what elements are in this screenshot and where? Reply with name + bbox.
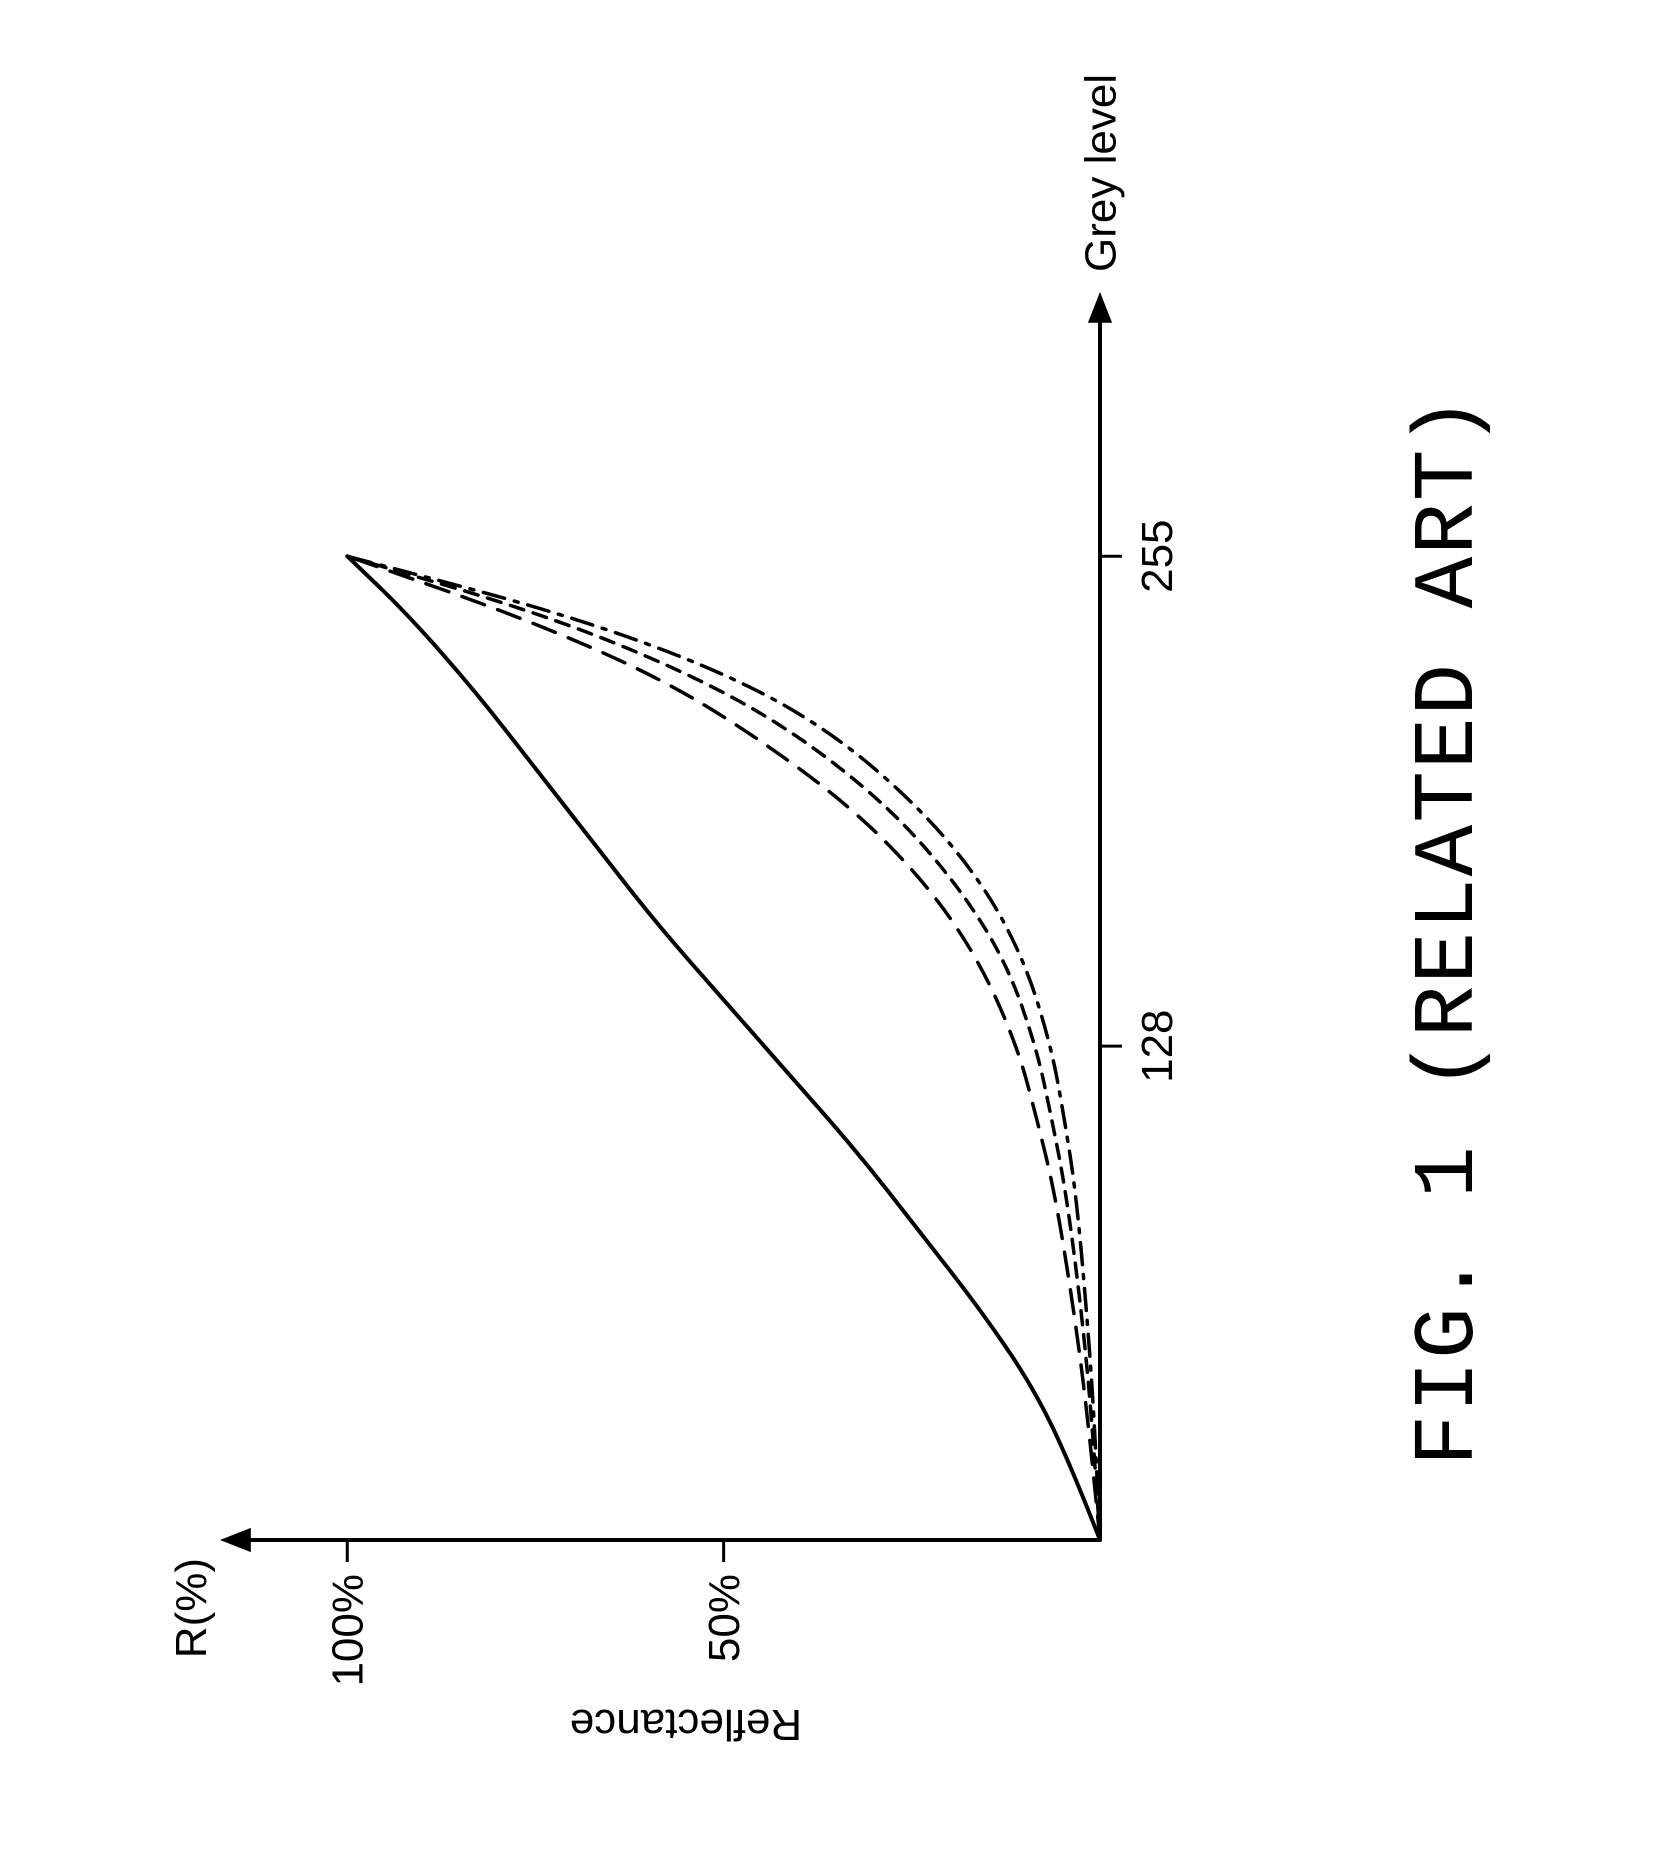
x-axis-arrowhead-icon xyxy=(1088,292,1112,323)
rotated-chart-wrapper: 12825550%100%Grey levelR(%)Reflectance F… xyxy=(0,0,1658,1860)
curve-short-dash xyxy=(347,556,1100,1540)
y-axis-title-top: R(%) xyxy=(167,1558,216,1658)
y-tick-label: 100% xyxy=(324,1574,373,1687)
x-axis-title: Grey level xyxy=(1076,74,1125,272)
y-axis-arrowhead-icon xyxy=(220,1528,251,1552)
chart-svg: 12825550%100%Grey levelR(%)Reflectance xyxy=(200,240,1100,1540)
curve-solid xyxy=(347,556,1100,1540)
chart-plot-area: 12825550%100%Grey levelR(%)Reflectance xyxy=(200,240,1100,1540)
x-tick-label: 255 xyxy=(1133,519,1182,592)
curve-dash-dot xyxy=(347,556,1100,1540)
x-tick-label: 128 xyxy=(1133,1009,1182,1082)
y-tick-label: 50% xyxy=(700,1574,749,1662)
y-axis-title-side: Reflectance xyxy=(570,1700,802,1749)
figure-caption: FIG. 1 (RELATED ART) xyxy=(1400,0,1498,1860)
curve-long-dash xyxy=(347,556,1100,1540)
page: 12825550%100%Grey levelR(%)Reflectance F… xyxy=(0,0,1658,1860)
